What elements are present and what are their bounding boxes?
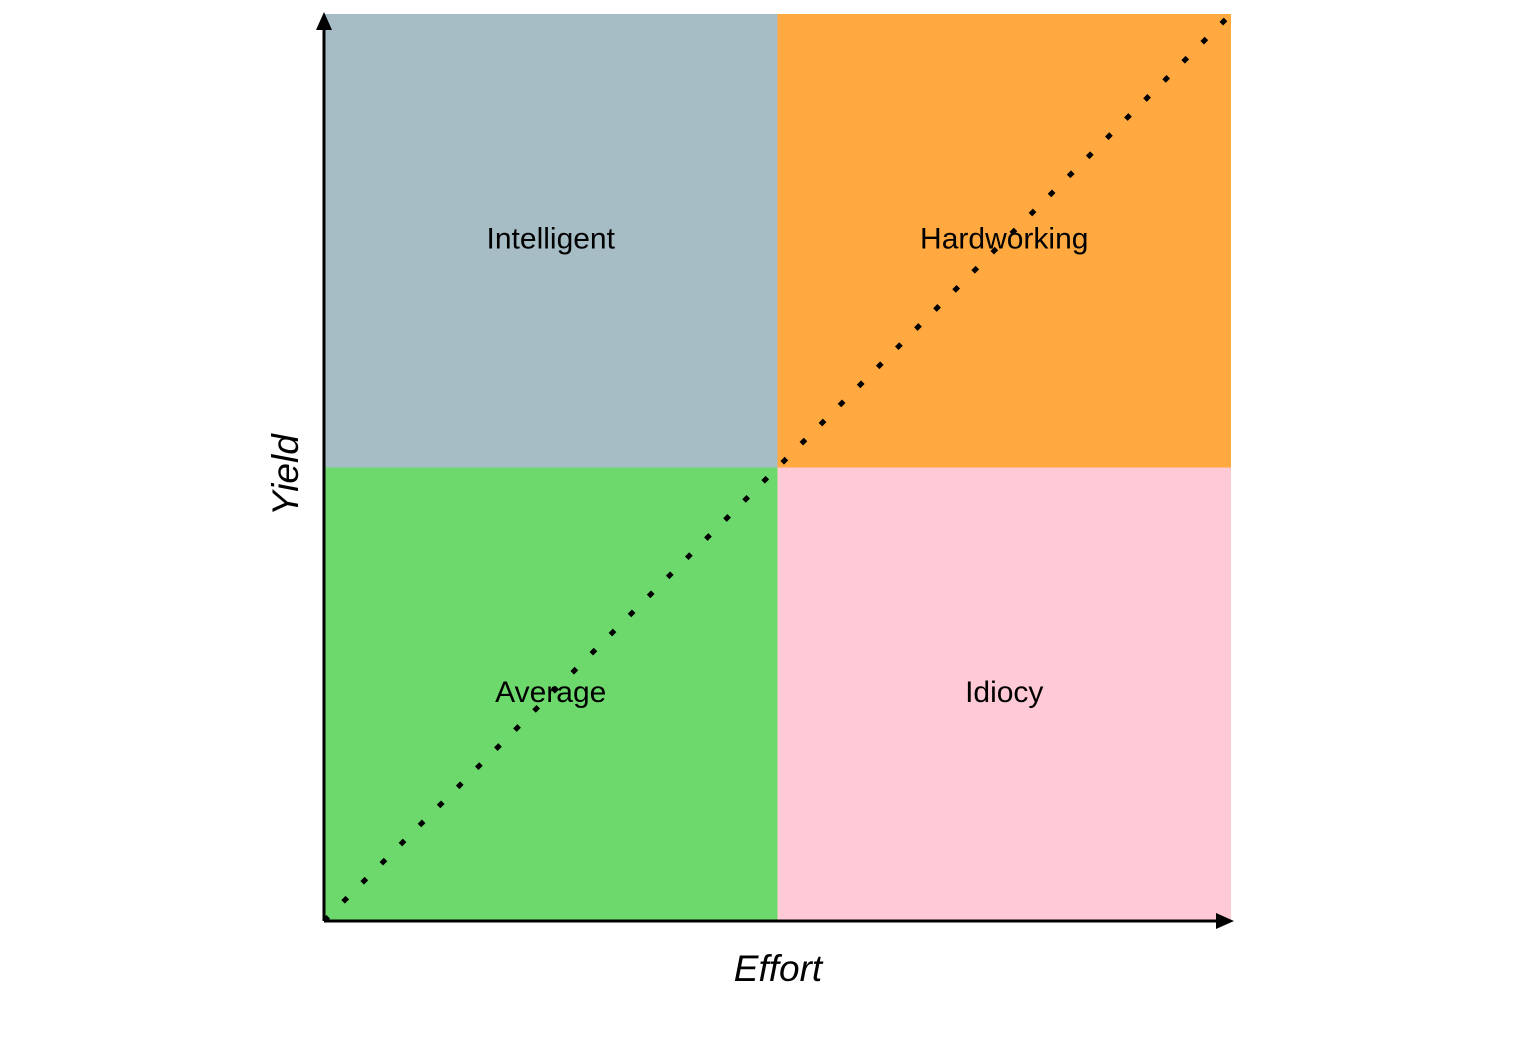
quadrant <box>777 467 1231 921</box>
x-axis-arrow <box>1216 913 1234 929</box>
quadrant-label: Intelligent <box>487 223 616 256</box>
quadrant <box>324 467 778 921</box>
x-axis-label: Effort <box>734 948 824 989</box>
quadrant-label: Average <box>495 676 606 709</box>
quadrants <box>324 14 1231 921</box>
y-axis-arrow <box>316 12 332 30</box>
quadrant-label: Idiocy <box>965 676 1043 709</box>
quadrant <box>777 14 1231 468</box>
quadrant-label: Hardworking <box>920 223 1088 256</box>
y-axis-label: Yield <box>265 433 306 516</box>
quadrant <box>324 14 778 468</box>
